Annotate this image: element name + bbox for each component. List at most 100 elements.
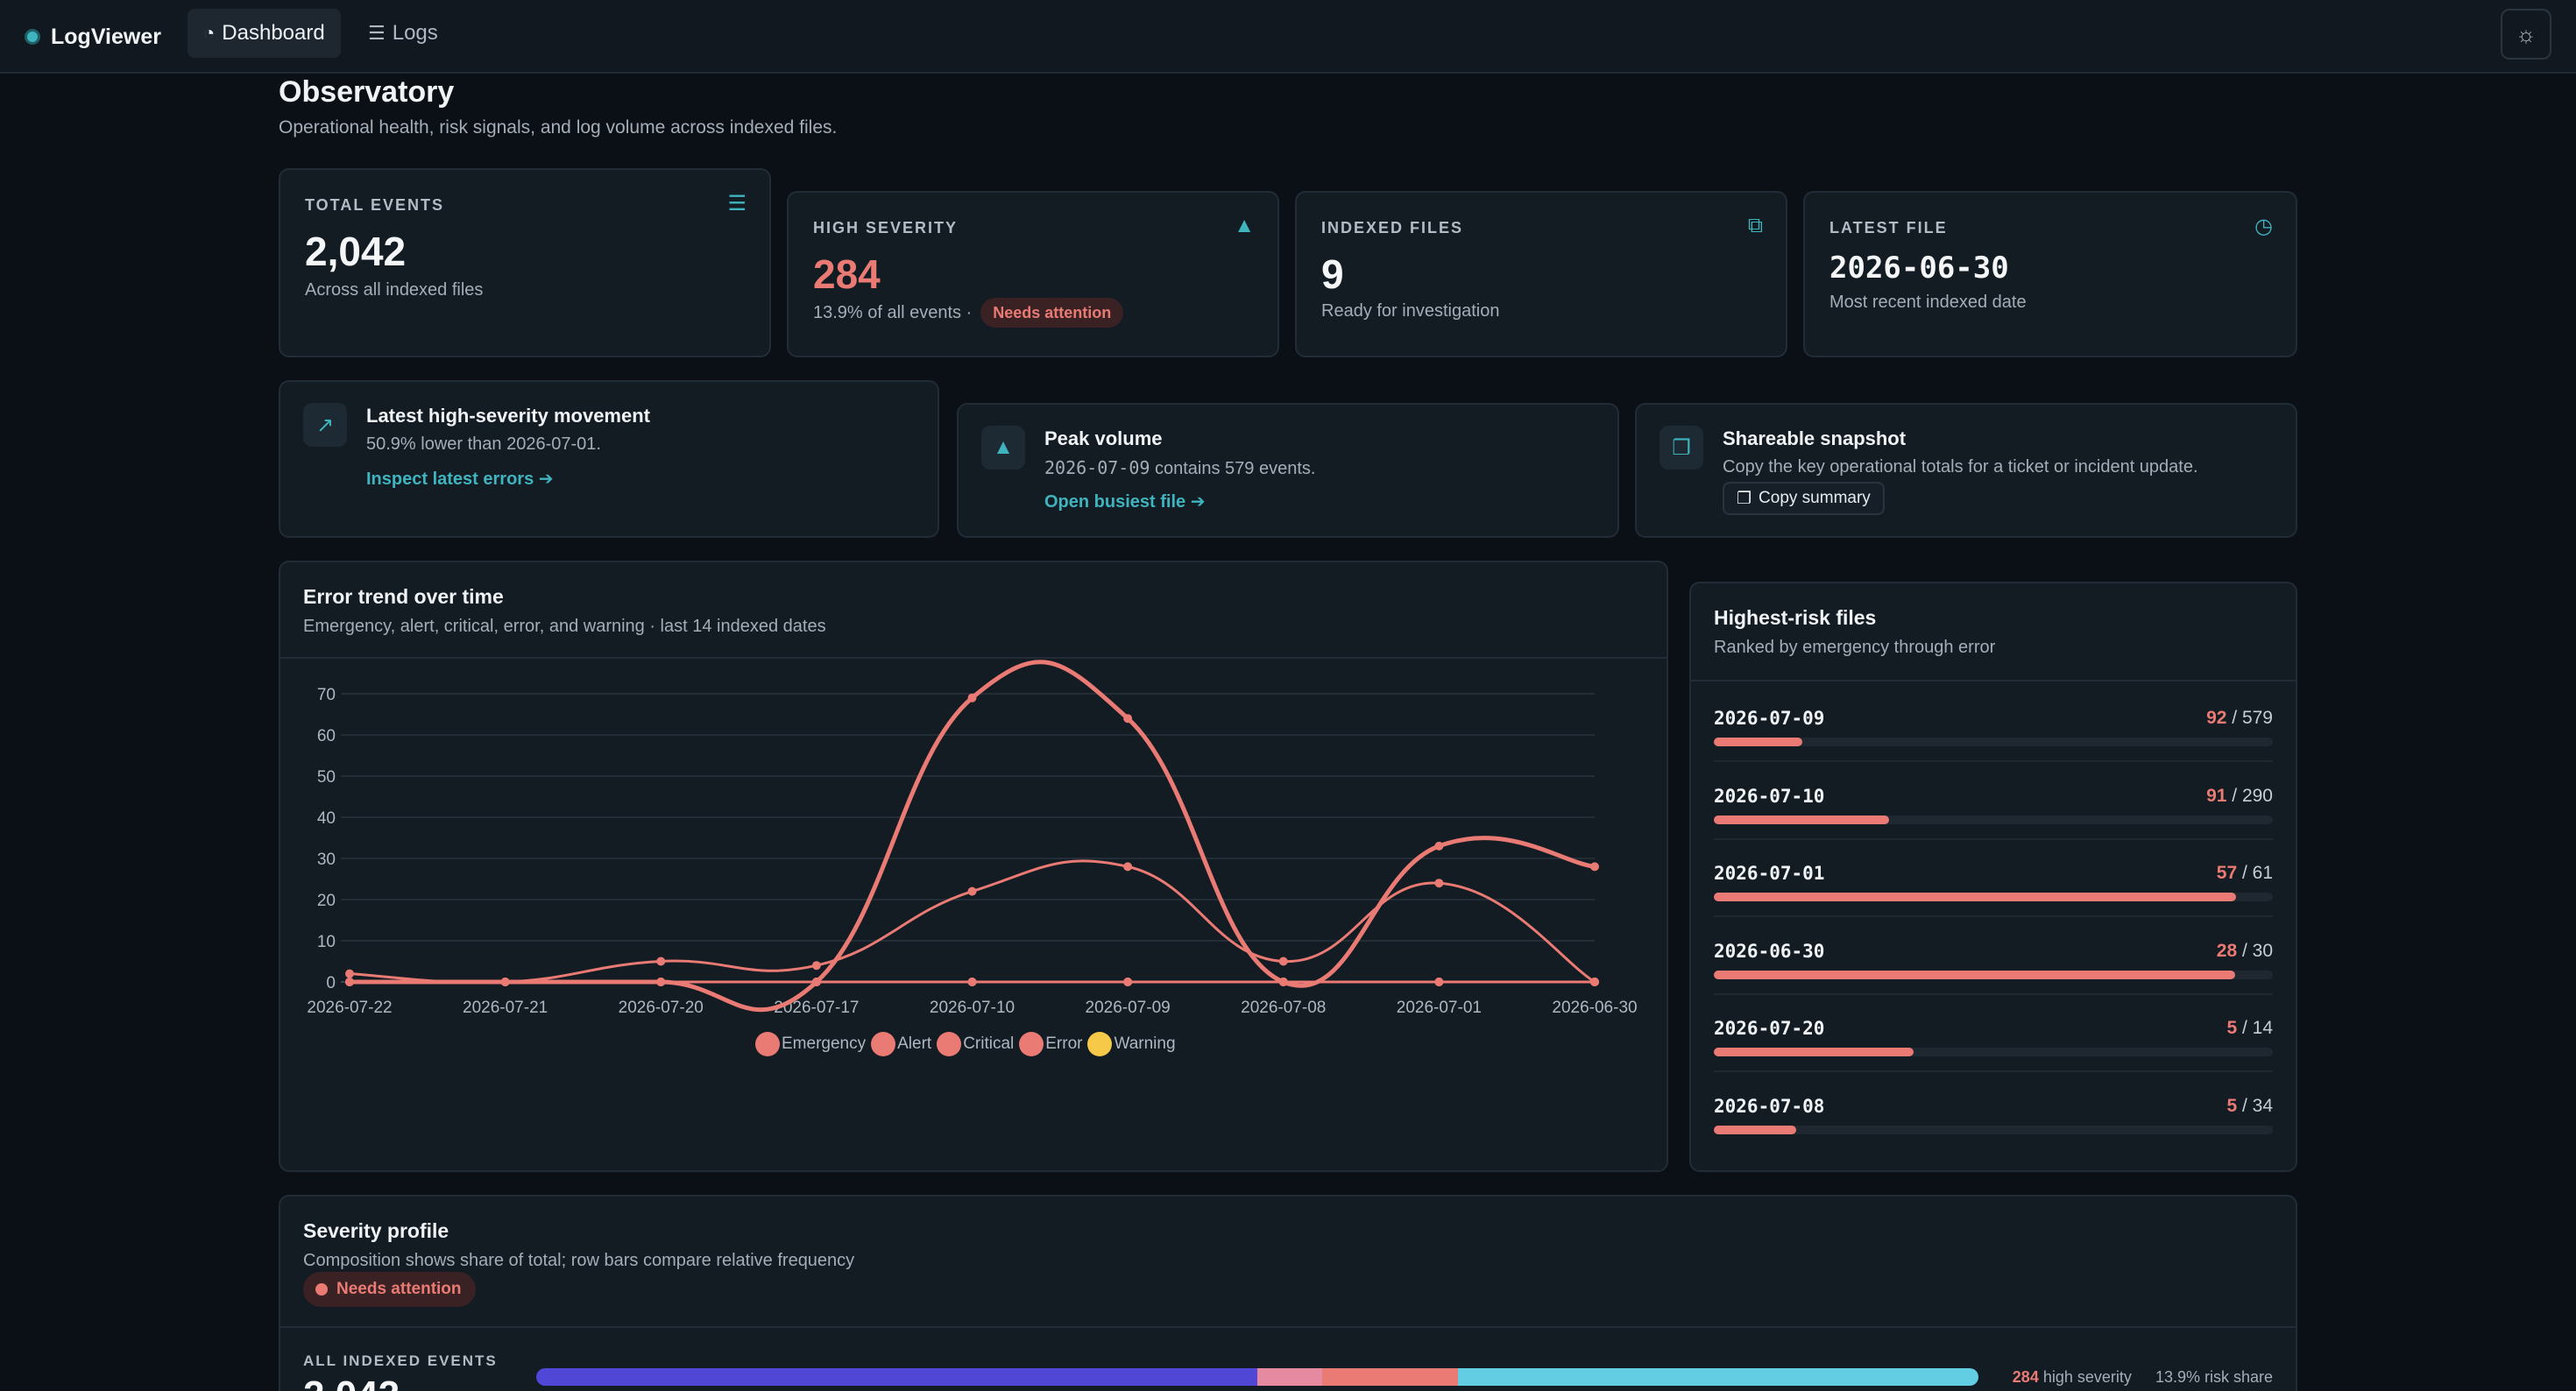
chart-title: Error trend over time	[303, 585, 504, 608]
severity-profile-card: Severity profile Composition shows share…	[279, 1195, 2297, 1391]
risk-high-count: 5	[2226, 1095, 2238, 1116]
data-point-critical[interactable]	[967, 978, 977, 986]
copy-summary-button[interactable]: ❐ Copy summary	[1723, 482, 1885, 515]
data-point-error[interactable]	[1278, 978, 1288, 986]
data-point-warning[interactable]	[967, 886, 977, 896]
risk-file-date: 2026-07-08	[1714, 1095, 1825, 1117]
risk-bar-fill	[1714, 1048, 1914, 1056]
high-severity-count: 284	[2012, 1368, 2039, 1386]
data-point-error[interactable]	[967, 693, 977, 703]
risk-bar-track	[1714, 1048, 2273, 1056]
stat-card-high-severity[interactable]: HIGH SEVERITY ▲ 284 13.9% of all events …	[787, 191, 1279, 357]
insight-card-snapshot: ❐ Shareable snapshot Copy the key operat…	[1635, 403, 2297, 538]
clipboard-icon: ❐	[1660, 426, 1703, 470]
composition-segment[interactable]	[536, 1368, 1257, 1386]
tab-logs-label: Logs	[392, 21, 438, 45]
insight-title: Latest high-severity movement	[366, 405, 650, 427]
stat-value: 284	[813, 251, 881, 297]
data-point-error[interactable]	[1590, 862, 1599, 872]
legend-item-critical[interactable]: Critical	[937, 1032, 1014, 1056]
brand[interactable]: LogViewer	[25, 19, 161, 54]
risk-row[interactable]: 2026-07-08 5 / 34	[1691, 1096, 2296, 1173]
stat-card-indexed-files[interactable]: INDEXED FILES ⧉ 9 Ready for investigatio…	[1295, 191, 1787, 357]
x-tick-label: 2026-06-30	[1552, 999, 1637, 1017]
risk-file-date: 2026-07-01	[1714, 863, 1825, 884]
legend-item-warning[interactable]: Warning	[1087, 1032, 1176, 1056]
tab-dashboard-label: Dashboard	[222, 21, 325, 45]
y-tick-label: 50	[317, 768, 336, 787]
brand-name: LogViewer	[51, 24, 161, 49]
risk-row[interactable]: 2026-07-10 91 / 290	[1691, 786, 2296, 863]
risk-count: 57 / 61	[2216, 863, 2273, 883]
composition-segment[interactable]	[1322, 1368, 1458, 1386]
risk-row[interactable]: 2026-07-01 57 / 61	[1691, 863, 2296, 940]
composition-segment[interactable]	[1257, 1368, 1323, 1386]
data-point-critical[interactable]	[1590, 978, 1599, 986]
y-tick-label: 60	[317, 727, 336, 745]
data-point-warning[interactable]	[811, 961, 821, 971]
stat-label: LATEST FILE	[1829, 219, 1948, 237]
top-navigation: LogViewer ◔ Dashboard ☰ Logs ☼	[0, 0, 2576, 74]
risk-file-date: 2026-06-30	[1714, 940, 1825, 962]
stat-card-latest-file[interactable]: LATEST FILE ◷ 2026-06-30 Most recent ind…	[1803, 191, 2297, 357]
brand-logo-icon	[25, 29, 40, 45]
stat-card-total-events[interactable]: TOTAL EVENTS ☰ 2,042 Across all indexed …	[279, 168, 771, 357]
row-divider	[1714, 837, 2273, 840]
open-busiest-file-link[interactable]: Open busiest file ➔	[1044, 491, 1205, 512]
insight-title: Shareable snapshot	[1723, 427, 1907, 449]
data-point-critical[interactable]	[1123, 978, 1133, 986]
risk-count: 92 / 579	[2206, 708, 2273, 728]
stat-note: Ready for investigation	[1321, 301, 1500, 321]
needs-attention-badge: Needs attention	[980, 298, 1124, 328]
alert-dot-icon	[315, 1283, 328, 1296]
copy-summary-label: Copy summary	[1759, 489, 1871, 507]
area-chart-icon: ▲	[981, 426, 1025, 470]
insight-text: 2026-07-09 contains 579 events.	[1044, 457, 1315, 479]
stat-value: 9	[1321, 251, 1344, 297]
inspect-latest-errors-link[interactable]: Inspect latest errors ➔	[366, 468, 554, 490]
risk-row[interactable]: 2026-07-09 92 / 579	[1691, 708, 2296, 785]
data-point-warning[interactable]	[1278, 957, 1288, 966]
y-tick-label: 40	[317, 809, 336, 828]
x-tick-label: 2026-07-08	[1241, 999, 1326, 1017]
tab-dashboard[interactable]: ◔ Dashboard	[188, 9, 341, 58]
insight-card-movement: ↗ Latest high-severity movement 50.9% lo…	[279, 380, 939, 538]
risk-title: Highest-risk files	[1714, 606, 1877, 629]
risk-bar-fill	[1714, 970, 2236, 979]
data-point-error[interactable]	[811, 978, 821, 986]
data-point-error[interactable]	[1123, 714, 1133, 724]
data-point-warning[interactable]	[345, 969, 354, 978]
trend-icon: ↗	[303, 403, 347, 447]
x-tick-label: 2026-07-17	[774, 999, 859, 1017]
legend-item-alert[interactable]: Alert	[871, 1032, 931, 1056]
tab-logs[interactable]: ☰ Logs	[352, 9, 454, 58]
data-point-error[interactable]	[500, 978, 510, 986]
data-point-warning[interactable]	[1123, 862, 1133, 872]
x-tick-label: 2026-07-01	[1397, 999, 1482, 1017]
data-point-error[interactable]	[656, 978, 666, 986]
composition-segment[interactable]	[1457, 1368, 1978, 1386]
risk-row[interactable]: 2026-06-30 28 / 30	[1691, 941, 2296, 1018]
risk-bar-track	[1714, 1125, 2273, 1134]
data-point-warning[interactable]	[1434, 879, 1444, 888]
stat-note-text: 13.9% of all events ·	[813, 302, 973, 322]
list-icon: ☰	[368, 22, 386, 44]
risk-high-count: 91	[2206, 785, 2227, 806]
risk-bar-fill	[1714, 1125, 1796, 1134]
legend-item-error[interactable]: Error	[1019, 1032, 1082, 1056]
chart-subtitle: Emergency, alert, critical, error, and w…	[303, 617, 826, 636]
legend-item-emergency[interactable]: Emergency	[755, 1032, 866, 1056]
y-tick-label: 70	[317, 686, 336, 704]
theme-toggle-button[interactable]: ☼	[2501, 9, 2551, 60]
data-point-error[interactable]	[345, 978, 354, 986]
risk-count: 5 / 14	[2226, 1018, 2273, 1038]
data-point-warning[interactable]	[656, 957, 666, 966]
risk-total-count: 290	[2241, 785, 2273, 806]
legend-label: Alert	[897, 1034, 932, 1053]
data-point-critical[interactable]	[1434, 978, 1444, 986]
theme-toggle-icon: ☼	[2516, 20, 2537, 47]
risk-row[interactable]: 2026-07-20 5 / 14	[1691, 1018, 2296, 1095]
series-line-error	[349, 660, 1596, 1013]
data-point-error[interactable]	[1434, 841, 1444, 851]
